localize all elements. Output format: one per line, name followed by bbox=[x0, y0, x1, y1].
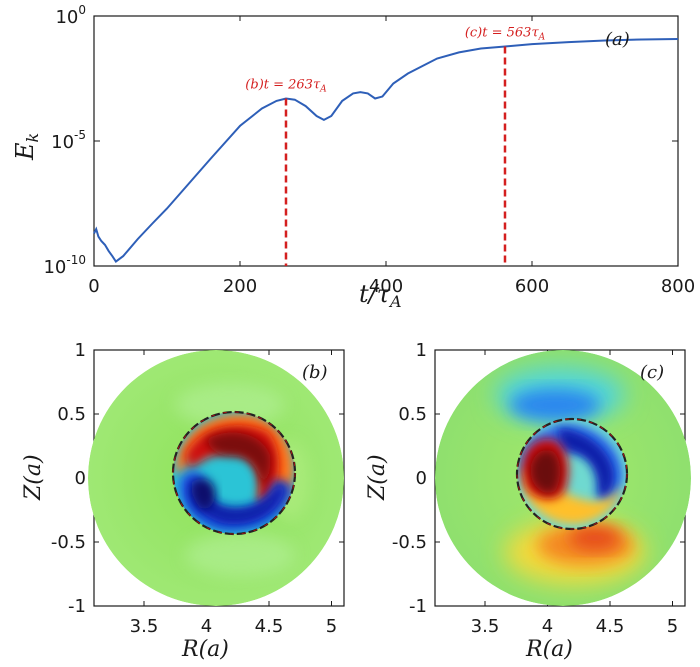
x-tick-label: 4 bbox=[201, 616, 212, 637]
y-tick-label: -0.5 bbox=[51, 532, 86, 553]
time-marker-label: (c)t = 563τA bbox=[465, 26, 546, 43]
x-axis-label-b: R(a) bbox=[181, 637, 229, 662]
y-tick-label: -1 bbox=[409, 596, 427, 617]
x-tick-label: 600 bbox=[515, 276, 549, 297]
y-axis-label-c: Z(a) bbox=[365, 454, 390, 501]
x-tick-label: 4.5 bbox=[596, 616, 625, 637]
y-axis-label-b: Z(a) bbox=[21, 454, 46, 501]
y-tick-label: 100 bbox=[55, 3, 86, 28]
y-ticks-b: 1 0.5 0 -0.5 -1 bbox=[51, 340, 344, 617]
time-marker-label: (b)t = 263τA bbox=[245, 78, 327, 95]
panel-label-c: (c) bbox=[640, 362, 664, 383]
y-tick-label: 1 bbox=[416, 340, 427, 361]
contour-field-b bbox=[88, 350, 344, 606]
x-tick-label: 4.5 bbox=[255, 616, 284, 637]
series-line-ek bbox=[93, 38, 679, 264]
x-ticks-b: 3.5 4 4.5 5 bbox=[130, 350, 337, 637]
panel-b: 3.5 4 4.5 5 1 0.5 0 -0.5 -1 (b) R(a) Z(a) bbox=[21, 340, 345, 662]
x-ticks-c: 3.5 4 4.5 5 bbox=[471, 350, 678, 637]
y-tick-label: 0 bbox=[416, 468, 427, 489]
x-tick-label: 800 bbox=[661, 276, 695, 297]
y-tick-label: 0.5 bbox=[57, 404, 86, 425]
x-tick-label: 3.5 bbox=[130, 616, 159, 637]
y-tick-label: 0 bbox=[75, 468, 86, 489]
y-tick-label: 10-5 bbox=[51, 128, 86, 153]
panel-label-b: (b) bbox=[302, 362, 328, 383]
y-tick-label: 1 bbox=[75, 340, 86, 361]
x-tick-label: 3.5 bbox=[471, 616, 500, 637]
x-tick-label: 4 bbox=[542, 616, 553, 637]
x-tick-label: 5 bbox=[326, 616, 337, 637]
y-ticks-c: 1 0.5 0 -0.5 -1 bbox=[392, 340, 685, 617]
x-tick-label: 200 bbox=[223, 276, 257, 297]
y-axis-label-a: Ek bbox=[11, 133, 42, 161]
x-tick-label: 400 bbox=[369, 276, 403, 297]
x-tick-label: 0 bbox=[88, 276, 99, 297]
plot-frame-a bbox=[93, 15, 679, 267]
panel-c: 3.5 4 4.5 5 1 0.5 0 -0.5 -1 (c) R(a) Z(a) bbox=[365, 340, 691, 662]
y-tick-label: -1 bbox=[68, 596, 86, 617]
y-tick-label: -0.5 bbox=[392, 532, 427, 553]
panel-label-a: (a) bbox=[605, 29, 630, 50]
y-tick-label: 10-10 bbox=[43, 253, 86, 278]
time-markers: (b)t = 263τA (c)t = 563τA bbox=[245, 26, 546, 266]
x-tick-label: 5 bbox=[667, 616, 678, 637]
y-tick-label: 0.5 bbox=[398, 404, 427, 425]
x-ticks-a: 0 200 400 600 800 bbox=[88, 16, 695, 297]
x-axis-label-c: R(a) bbox=[525, 637, 573, 662]
contour-field-c bbox=[435, 350, 691, 606]
